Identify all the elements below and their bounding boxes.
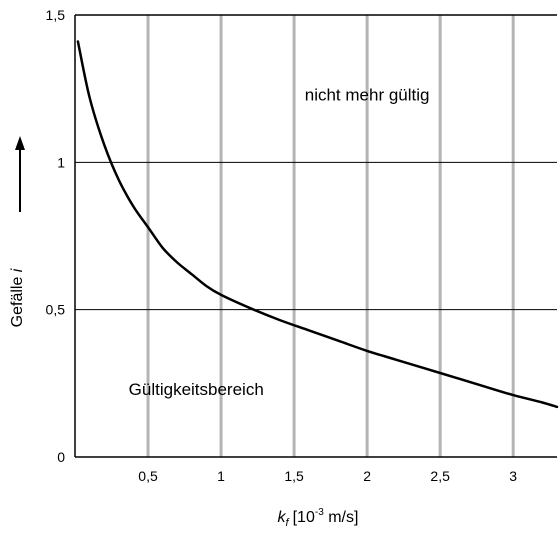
grid — [75, 15, 557, 457]
series-layer — [76, 40, 559, 409]
x-axis-unit-suffix: m/s] — [324, 509, 359, 526]
x-tick-label: 0,5 — [138, 468, 158, 484]
tick-labels: 0,5 1 1,5 2 2,5 3 0 0,5 1 1,5 — [46, 7, 518, 484]
y-tick-label: 0,5 — [46, 302, 66, 318]
x-tick-label: 2,5 — [430, 468, 450, 484]
x-tick-label: 1,5 — [284, 468, 304, 484]
y-tick-label: 0 — [57, 449, 65, 465]
x-tick-label: 3 — [509, 468, 517, 484]
annotations: nicht mehr gültig Gültigkeitsbereich — [129, 85, 430, 399]
annotation-label: Gültigkeitsbereich — [129, 380, 264, 399]
y-tick-label: 1 — [57, 154, 65, 170]
y-axis-label: Gefälle i — [9, 268, 26, 327]
x-axis-symbol: k — [278, 509, 287, 526]
y-axis-label-group: Gefälle i — [9, 136, 26, 327]
annotation-label: nicht mehr gültig — [305, 85, 430, 104]
y-axis-label-symbol: i — [9, 268, 26, 272]
x-axis-unit-exponent: -3 — [315, 507, 324, 518]
x-tick-label: 2 — [363, 468, 371, 484]
series-line — [76, 40, 559, 409]
y-tick-label: 1,5 — [46, 7, 66, 23]
x-axis-unit-prefix: [10 — [293, 509, 315, 526]
y-axis-label-text: Gefälle — [9, 272, 26, 327]
y-axis-arrow-head-icon — [15, 136, 25, 150]
x-axis-subscript: f — [286, 517, 290, 529]
x-axis-label: kf [10-3 m/s] — [278, 507, 359, 529]
x-tick-label: 1 — [217, 468, 225, 484]
plot-frame — [74, 14, 557, 458]
